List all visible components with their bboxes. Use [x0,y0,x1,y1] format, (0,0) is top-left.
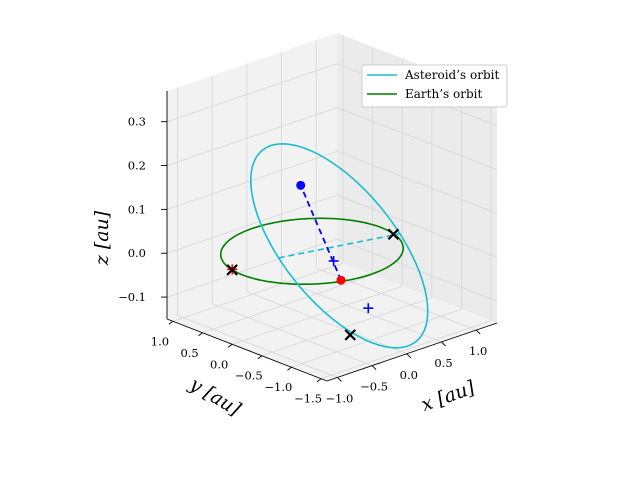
legend-box [361,64,508,108]
y-tick-label: −1.0 [264,380,292,394]
x-axis-label: x [au] [418,376,478,416]
asteroid-position-dot [296,180,306,190]
z-tick-label: 0.0 [128,246,146,260]
transfer-line [299,185,342,281]
grid-lines [166,35,498,380]
y-axis-line [166,318,328,382]
y-tick-label: −0.5 [235,369,263,383]
y-tick-label: 0.5 [180,346,198,360]
x-tick-label: −0.5 [360,380,388,394]
axis-ticks: −1.0−0.50.00.51.01.00.50.0−0.5−1.0−1.50.… [118,115,487,406]
legend-label-asteroid: Asteroid’s orbit [404,68,499,82]
x-tick-label: −1.0 [325,391,353,405]
y-tick-mark [168,320,174,325]
z-tick-label: 0.3 [128,115,146,129]
z-axis-label: z [au] [91,210,113,266]
x-tick-mark [475,329,481,335]
grid-line-z [166,63,338,123]
orbit-curves [219,142,429,349]
x-axis-line [326,322,498,382]
asteroid-orbit-line [250,142,429,349]
y-tick-label: 0.0 [210,357,228,371]
grid-line-z [336,238,498,302]
grid-line-z [166,238,338,298]
x-tick-label: 0.0 [400,368,418,382]
y-tick-mark [316,378,322,383]
x-tick-mark [441,341,446,347]
asteroid-apse-line [278,232,401,259]
y-tick-label: 1.0 [151,334,169,348]
grid-line-y [232,285,403,345]
grid-line-x [281,279,442,343]
y-tick-mark [227,343,233,348]
grid-line-x [246,291,407,355]
x-tick-mark [337,377,342,382]
earth-orbit-line [219,217,405,286]
grid-line-z [166,150,338,210]
grid-line-z [336,194,498,258]
x-tick-mark [371,365,377,370]
grid-line-z [336,150,498,214]
grid-line-y [202,274,373,334]
earth-position-dot [336,275,346,285]
legend: Asteroid’s orbit Earth’s orbit [361,64,508,108]
grid-line-y [261,297,432,357]
grid-line-x [211,303,373,367]
z-tick-label: 0.2 [128,159,146,173]
black-x-marker [226,264,238,276]
pane-back-left [167,33,337,319]
black-x-marker [344,329,356,341]
y-tick-mark [287,366,292,371]
z-tick-label: −0.1 [118,290,146,304]
grid-line-z [336,107,498,170]
y-tick-label: −1.5 [294,392,322,406]
x-tick-label: 0.5 [434,356,452,370]
axis-lines [166,91,498,382]
grid-line-y [291,308,462,368]
z-tick-label: 0.1 [128,202,146,216]
grid-line-z [166,107,338,166]
y-tick-mark [198,332,203,337]
legend-label-earth: Earth’s orbit [405,87,482,101]
grid-line-y [320,320,492,380]
grid-line-x [177,315,338,378]
x-tick-label: 1.0 [469,344,487,358]
black-x-marker [387,228,400,241]
x-tick-mark [406,353,412,359]
grid-line-y [172,262,344,322]
y-tick-mark [257,355,263,360]
